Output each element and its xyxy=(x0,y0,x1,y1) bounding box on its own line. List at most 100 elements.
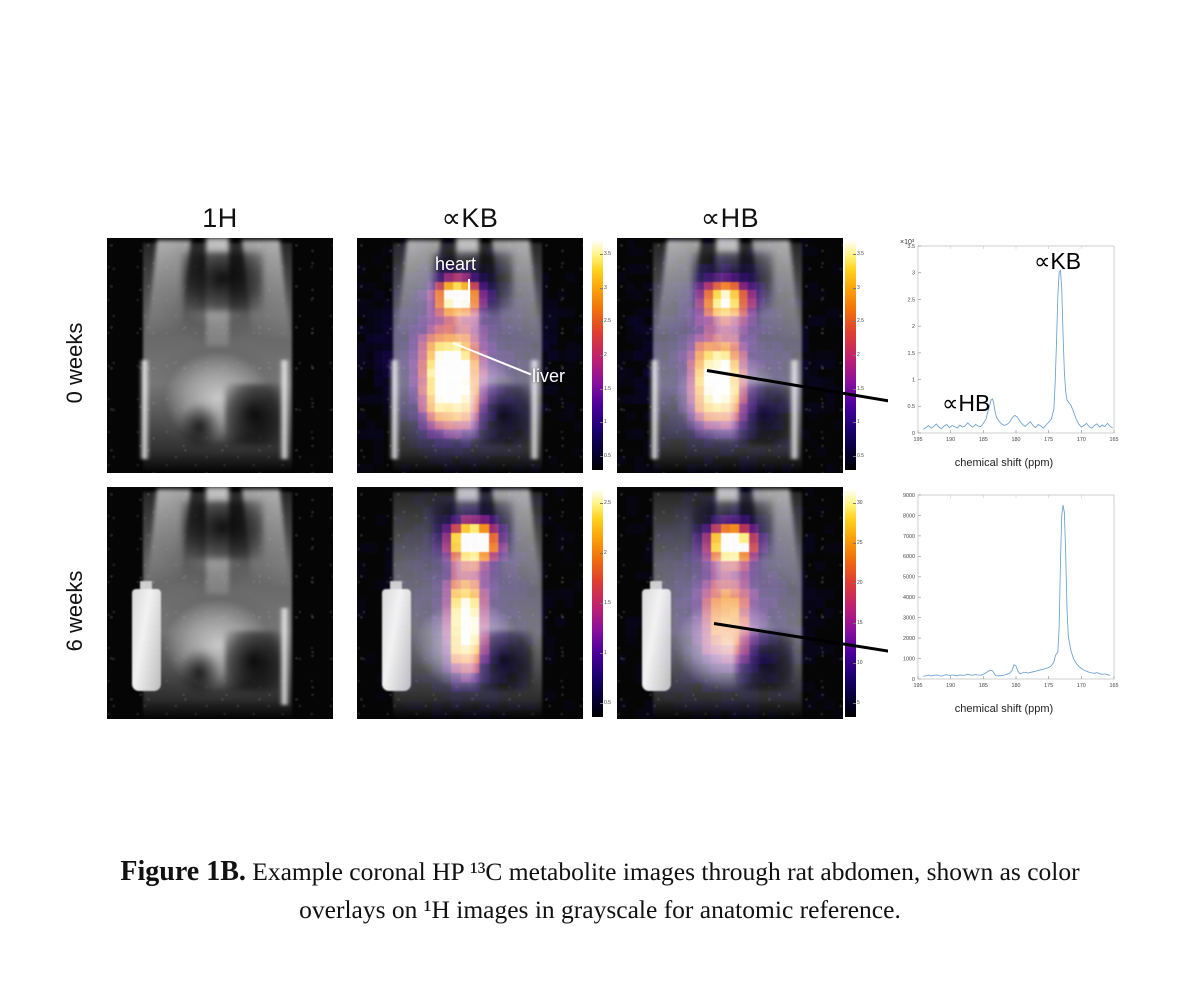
colorbar-tick-label: 2.5 xyxy=(600,318,611,325)
panel-akb-0weeks[interactable]: heart liver xyxy=(357,238,583,473)
overlay-voxel xyxy=(686,368,696,378)
overlay-voxel xyxy=(777,654,788,664)
overlay-voxel xyxy=(673,663,684,674)
overlay-voxel xyxy=(677,368,688,378)
spectrum-6-weeks[interactable]: 195 190 185 180 175 170 165 0 1000 2000 3000 4000 50… xyxy=(888,487,1120,719)
overlay-voxel xyxy=(747,272,757,283)
overlay-voxel xyxy=(460,579,471,590)
overlay-voxel xyxy=(777,533,788,544)
overlay-voxel xyxy=(686,255,696,265)
overlay-voxel xyxy=(526,616,537,627)
overlay-voxel xyxy=(441,524,452,535)
overlay-voxel xyxy=(452,385,462,396)
overlay-voxel xyxy=(664,681,675,692)
overlay-voxel xyxy=(391,281,402,291)
overlay-voxel xyxy=(498,496,509,507)
overlay-voxel xyxy=(660,290,670,300)
overlay-voxel xyxy=(660,325,670,335)
overlay-voxel xyxy=(795,598,807,609)
overlay-voxel xyxy=(799,342,809,352)
overlay-voxel xyxy=(470,644,481,655)
panel-1h-6weeks[interactable] xyxy=(107,487,333,719)
overlay-voxel xyxy=(504,394,515,405)
overlay-voxel xyxy=(703,298,714,309)
spectrum-0-weeks[interactable]: ×10³ 195 190 185 180 175 170 165 0 0.5 1 1.5 2 2.5 3 3… xyxy=(888,238,1120,473)
overlay-voxel xyxy=(712,446,722,457)
overlay-voxel xyxy=(507,579,518,590)
overlay-voxel xyxy=(825,377,835,387)
overlay-voxel xyxy=(651,446,662,457)
overlay-voxel xyxy=(748,644,759,655)
overlay-voxel xyxy=(786,524,797,535)
overlay-voxel xyxy=(432,551,443,562)
overlay-voxel xyxy=(383,412,393,422)
overlay-voxel xyxy=(479,635,490,646)
overlay-voxel xyxy=(426,316,436,326)
y-tick-label: 7000 xyxy=(903,534,915,540)
overlay-voxel xyxy=(686,316,696,326)
overlay-voxel xyxy=(669,316,679,326)
overlay-voxel xyxy=(417,272,428,283)
overlay-voxel xyxy=(686,272,696,283)
overlay-voxel xyxy=(805,616,816,627)
overlay-voxel xyxy=(701,654,712,664)
overlay-voxel xyxy=(513,385,523,396)
overlay-voxel xyxy=(470,455,480,465)
overlay-voxel xyxy=(747,325,757,335)
overlay-voxel xyxy=(643,359,653,370)
overlay-voxel xyxy=(721,377,731,387)
overlay-voxel xyxy=(479,542,490,553)
overlay-voxel xyxy=(479,598,490,609)
overlay-voxel xyxy=(756,429,766,439)
overlay-voxel xyxy=(556,290,567,300)
overlay-voxel xyxy=(748,691,759,702)
overlay-voxel xyxy=(756,446,766,457)
overlay-voxel xyxy=(686,394,696,405)
colorbar-tick-label: 1 xyxy=(853,419,860,426)
overlay-voxel xyxy=(695,377,705,387)
overlay-voxel xyxy=(786,505,797,516)
overlay-voxel xyxy=(470,635,481,646)
overlay-voxel xyxy=(808,316,818,326)
panel-1h-0weeks[interactable] xyxy=(107,238,333,473)
overlay-voxel xyxy=(711,681,722,692)
colorbar-ahb-0weeks: 3.5 3 2.5 2 1.5 1 0.5 xyxy=(845,240,879,470)
overlay-voxel xyxy=(451,607,462,618)
overlay-voxel xyxy=(730,616,741,627)
panel-ahb-0weeks[interactable] xyxy=(617,238,843,473)
metabolite-overlay-akb-0weeks xyxy=(357,238,583,473)
panel-akb-6weeks[interactable] xyxy=(357,487,583,719)
panel-ahb-6weeks[interactable] xyxy=(617,487,843,719)
overlay-voxel xyxy=(721,446,731,457)
overlay-voxel xyxy=(730,514,741,525)
colorbar-tick-label: 2 xyxy=(853,352,860,358)
overlay-voxel xyxy=(739,551,750,562)
spectrum-6-weeks-plot: 195 190 185 180 175 170 1650100020003000400050… xyxy=(903,493,1119,689)
overlay-voxel xyxy=(654,570,665,581)
overlay-voxel xyxy=(451,496,462,507)
overlay-voxel xyxy=(773,333,783,344)
overlay-voxel xyxy=(703,438,714,448)
overlay-voxel xyxy=(385,626,396,637)
overlay-voxel xyxy=(539,281,549,291)
overlay-voxel xyxy=(703,394,714,405)
overlay-voxel xyxy=(764,316,775,326)
overlay-voxel xyxy=(435,351,445,361)
overlay-voxel xyxy=(816,290,827,300)
overlay-voxel xyxy=(703,420,714,431)
overlay-voxel xyxy=(777,672,788,683)
overlay-voxel xyxy=(790,377,801,387)
overlay-voxel xyxy=(758,514,769,525)
overlay-voxel xyxy=(479,654,490,664)
overlay-voxel xyxy=(764,238,775,248)
overlay-voxel xyxy=(730,438,740,448)
overlay-voxel xyxy=(651,377,662,387)
overlay-voxel xyxy=(452,298,462,309)
overlay-voxel xyxy=(375,672,386,683)
overlay-voxel xyxy=(391,412,402,422)
overlay-voxel xyxy=(773,359,783,370)
overlay-voxel xyxy=(443,455,454,465)
overlay-voxel xyxy=(365,281,376,291)
overlay-voxel xyxy=(478,394,489,405)
overlay-voxel xyxy=(409,281,419,291)
